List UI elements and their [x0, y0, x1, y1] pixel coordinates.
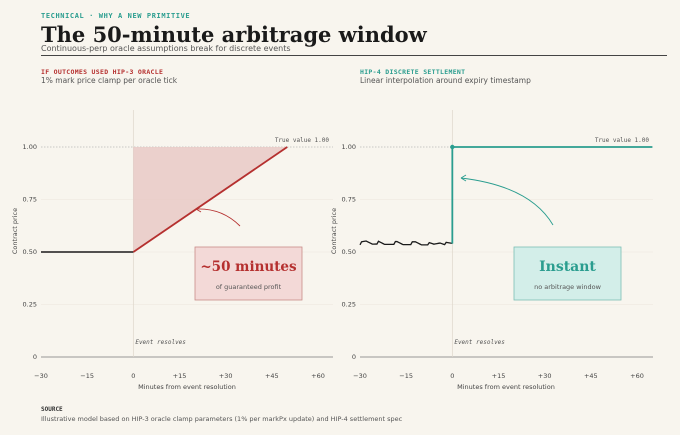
right-panel-subheading: Linear interpolation around expiry times…	[360, 76, 531, 85]
left-callout-text: of guaranteed profit	[216, 283, 282, 291]
left-callout-title: ~50 minutes	[200, 259, 297, 275]
x-tick-label: −30	[34, 372, 48, 380]
left-chart: Event resolves True value 1.00 0 0.25 0.50 0.…	[11, 110, 333, 391]
series-line-post-event	[451, 146, 653, 244]
y-axis-label: Contract price	[330, 208, 338, 254]
y-tick-label: 1.00	[23, 143, 37, 151]
y-tick-label: 1.00	[342, 143, 356, 151]
event-marker-label: Event resolves	[454, 339, 505, 346]
x-tick-label: +30	[219, 372, 233, 380]
y-tick-label: 0.25	[342, 301, 356, 309]
x-axis-label: Minutes from event resolution	[138, 383, 236, 391]
left-panel-heading: IF OUTCOMES USED HIP-3 ORACLE	[41, 68, 164, 76]
reference-line-label: True value 1.00	[275, 137, 330, 144]
page-subtitle: Continuous-perp oracle assumptions break…	[41, 44, 291, 53]
series-line-post-event	[132, 146, 288, 253]
y-tick-label: 0	[33, 353, 37, 361]
source-text: Illustrative model based on HIP-3 oracle…	[41, 415, 403, 423]
left-callout-arrow	[195, 208, 241, 227]
right-arrowhead	[460, 174, 467, 182]
x-tick-label: −15	[80, 372, 94, 380]
right-callout: Instant no arbitrage window	[513, 246, 622, 301]
y-axis-label: Contract price	[11, 208, 19, 254]
event-marker-label: Event resolves	[135, 339, 186, 346]
kicker: TECHNICAL · WHY A NEW PRIMITIVE	[41, 12, 191, 20]
x-tick-label: +30	[538, 372, 552, 380]
title-divider	[41, 55, 667, 56]
y-tick-label: 0.50	[342, 248, 356, 256]
x-tick-label: +45	[265, 372, 279, 380]
x-tick-label: 0	[450, 372, 454, 380]
right-callout-title: Instant	[539, 259, 596, 275]
x-tick-label: −15	[399, 372, 413, 380]
reference-line-label: True value 1.00	[595, 137, 650, 144]
x-tick-label: 0	[131, 372, 135, 380]
right-callout-arrow	[460, 177, 554, 226]
x-tick-label: +45	[584, 372, 598, 380]
right-panel-heading: HIP-4 DISCRETE SETTLEMENT	[360, 68, 466, 76]
right-chart: Event resolves True value 1.00 0 0.25 0.50 0.…	[330, 110, 653, 391]
series-line-pre-event	[359, 240, 453, 246]
y-tick-label: 0.50	[23, 248, 37, 256]
settlement-point	[450, 144, 455, 150]
right-callout-text: no arbitrage window	[534, 283, 601, 291]
y-tick-label: 0.25	[23, 301, 37, 309]
x-tick-label: +60	[311, 372, 325, 380]
y-tick-label: 0.75	[342, 196, 356, 204]
left-callout: ~50 minutes of guaranteed profit	[194, 246, 303, 301]
x-tick-label: −30	[353, 372, 367, 380]
x-axis-label: Minutes from event resolution	[457, 383, 555, 391]
left-panel-subheading: 1% mark price clamp per oracle tick	[41, 76, 178, 85]
x-tick-label: +60	[630, 372, 644, 380]
left-arrowhead	[195, 205, 202, 213]
y-tick-label: 0	[352, 353, 356, 361]
x-tick-label: +15	[492, 372, 506, 380]
page-title: The 50-minute arbitrage window	[41, 22, 427, 47]
y-tick-label: 0.75	[23, 196, 37, 204]
source-label: SOURCE	[41, 406, 63, 413]
x-tick-label: +15	[173, 372, 187, 380]
